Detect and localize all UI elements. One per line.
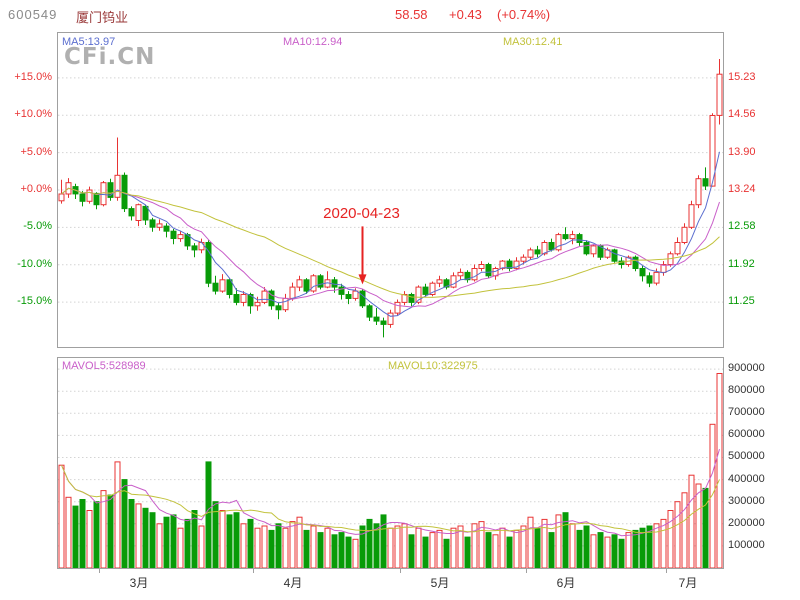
month-tick <box>99 569 100 573</box>
month-label: 6月 <box>556 576 576 590</box>
ma5-legend: MA5:13.97 <box>62 36 116 48</box>
volume-axis-label: 500000 <box>728 450 765 463</box>
stock-name: 厦门钨业 <box>76 10 129 25</box>
price-axis-label: 14.56 <box>728 108 756 121</box>
price-percent-axis-label: +10.0% <box>14 108 52 121</box>
ma10-legend: MA10:12.94 <box>283 36 343 48</box>
volume-axis-label: 100000 <box>728 538 765 551</box>
price-change: +0.43 <box>449 7 482 22</box>
price-axis-label: 13.24 <box>728 183 756 195</box>
price-candlestick-chart <box>57 32 724 348</box>
price-percent-axis-label: +15.0% <box>14 70 52 83</box>
month-tick <box>666 569 667 573</box>
price-axis-label: 13.90 <box>728 145 756 158</box>
price-percent-axis-label: +0.0% <box>20 183 53 195</box>
volume-axis-label: 600000 <box>728 428 765 441</box>
price-percent-axis-label: +5.0% <box>20 145 53 158</box>
stock-code: 600549 <box>8 7 58 22</box>
month-label: 5月 <box>430 576 450 590</box>
price-change-percent: (+0.74%) <box>497 7 551 22</box>
price-percent-axis-label: -10.0% <box>17 257 52 270</box>
last-price: 58.58 <box>395 7 428 22</box>
price-percent-axis-label: -5.0% <box>23 220 52 233</box>
cfi-watermark: CFi.CN <box>64 44 156 70</box>
volume-axis-label: 700000 <box>728 406 765 419</box>
month-tick <box>400 569 401 573</box>
price-percent-axis-label: -15.0% <box>17 295 52 308</box>
volume-bar-chart <box>57 357 724 569</box>
month-label: 7月 <box>678 576 698 590</box>
price-axis-label: 11.25 <box>728 295 755 308</box>
volume-axis-label: 300000 <box>728 494 765 507</box>
mavol10-legend: MAVOL10:322975 <box>388 360 478 372</box>
month-label: 3月 <box>129 576 149 590</box>
month-label: 4月 <box>283 576 303 590</box>
price-axis-label: 12.58 <box>728 220 756 233</box>
month-tick <box>526 569 527 573</box>
mavol5-legend: MAVOL5:528989 <box>62 360 146 372</box>
volume-axis-label: 400000 <box>728 472 765 485</box>
ma30-legend: MA30:12.41 <box>503 36 563 48</box>
price-axis-label: 11.92 <box>728 257 755 270</box>
volume-axis-label: 900000 <box>728 362 765 375</box>
volume-axis-label: 800000 <box>728 384 765 397</box>
annotation-label: 2020-04-23 <box>323 205 400 223</box>
month-tick <box>253 569 254 573</box>
price-axis-label: 15.23 <box>728 70 756 83</box>
volume-axis-label: 200000 <box>728 516 765 529</box>
